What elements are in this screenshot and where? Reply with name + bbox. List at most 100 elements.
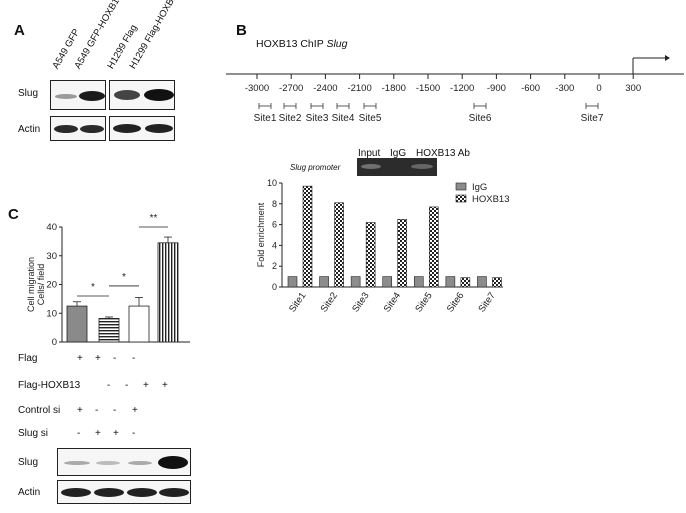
chip-y-tick-label: 0	[272, 282, 277, 292]
mig-y-axis-label-2: Cells/ field	[36, 264, 46, 306]
chip-bar-hoxb13	[397, 219, 408, 288]
map-tick-label: -2400	[313, 83, 337, 94]
legend-label-hoxb13: HOXB13	[472, 194, 510, 205]
chip-bar-igg	[319, 276, 329, 288]
condition-sign: +	[95, 428, 101, 439]
condition-sign: +	[132, 405, 138, 416]
condition-sign: -	[77, 428, 81, 439]
gel-lane-hoxb13: HOXB13 Ab	[416, 148, 470, 159]
map-tick-label: -2700	[279, 83, 303, 94]
condition-label: Flag-HOXB13	[18, 380, 81, 391]
mig-y-tick-label: 40	[46, 222, 57, 233]
condition-sign: -	[113, 353, 117, 364]
map-tick-label: -2100	[347, 83, 371, 94]
chip-bar-igg	[350, 276, 361, 288]
panel-b-title-prefix: HOXB13 ChIP	[256, 38, 327, 50]
mig-y-tick-label: 30	[46, 251, 57, 262]
blot-a-slug-left	[50, 80, 106, 110]
significance-star: *	[91, 282, 95, 293]
map-tick-label: -300	[555, 83, 574, 94]
promoter-map: -3000 -2700 -2400 -2100 -1800 -1500 -1200 -900-…	[226, 55, 684, 124]
chip-y-axis-label: Fold enrichment	[256, 202, 266, 267]
condition-sign: -	[125, 380, 129, 391]
chip-bar-hoxb13	[492, 277, 502, 288]
condition-sign: -	[113, 405, 117, 416]
mig-bar	[157, 242, 179, 343]
blot-a-actin-left	[50, 116, 106, 141]
condition-sign: +	[95, 353, 101, 364]
map-tick-label: -600	[521, 83, 540, 94]
condition-sign: -	[132, 428, 136, 439]
chip-bar-hoxb13	[334, 202, 344, 288]
chip-y-tick-label: 10	[267, 178, 277, 188]
blot-c-row-slug: Slug	[18, 457, 39, 468]
map-tick-label: -1800	[382, 83, 406, 94]
panel-b-title-gene: Slug	[326, 38, 348, 50]
chip-y-tick-label: 2	[272, 261, 277, 271]
panel-b-title: HOXB13 ChIP Slug	[256, 38, 347, 50]
gel-lane-igg: IgG	[390, 148, 407, 159]
chip-bar-igg	[413, 276, 424, 288]
condition-label: Flag	[18, 353, 38, 364]
site-label: Site6	[469, 113, 492, 124]
chip-bar-hoxb13	[365, 222, 376, 288]
significance-star: **	[150, 213, 158, 224]
map-tick-label: 0	[596, 83, 601, 94]
site-label: Site1	[254, 113, 277, 124]
site-label: Site3	[306, 113, 329, 124]
condition-label: Control si	[18, 405, 61, 416]
condition-sign: +	[143, 380, 149, 391]
condition-sign: +	[162, 380, 168, 391]
condition-sign: -	[132, 353, 136, 364]
condition-sign: +	[77, 405, 83, 416]
chip-bar-hoxb13	[302, 185, 313, 288]
gel-lane-input: Input	[358, 148, 381, 159]
mig-bar	[128, 305, 150, 343]
site-label: Site7	[581, 113, 604, 124]
chip-y-tick-label: 8	[272, 199, 277, 209]
mig-y-tick-label: 0	[52, 337, 57, 348]
map-tick-label: -900	[487, 83, 506, 94]
legend-swatch-hoxb13	[455, 194, 467, 203]
map-tick-label: -1200	[450, 83, 474, 94]
blot-a-row-actin: Actin	[18, 124, 41, 135]
site-label: Site5	[359, 113, 382, 124]
blot-c-slug	[57, 448, 191, 476]
chip-bar-hoxb13	[428, 206, 439, 288]
condition-label: Slug si	[18, 428, 49, 439]
legend-label-igg: IgG	[472, 182, 487, 193]
condition-sign: +	[77, 353, 83, 364]
map-tick-label: -1500	[416, 83, 440, 94]
site-label: Site4	[332, 113, 355, 124]
blot-a-row-slug: Slug	[18, 88, 39, 99]
condition-sign: -	[95, 405, 99, 416]
gel-caption: Slug promoter	[290, 163, 341, 172]
site-label: Site2	[279, 113, 302, 124]
blot-a-slug-right	[109, 80, 175, 110]
map-tick-label: -3000	[245, 83, 269, 94]
chip-bar-hoxb13	[460, 277, 471, 288]
legend-swatch-igg	[455, 182, 467, 191]
chip-y-tick-label: 4	[272, 240, 277, 250]
blot-a-actin-right	[109, 116, 175, 141]
chip-bar-igg	[382, 276, 393, 288]
chip-y-tick-label: 6	[272, 220, 277, 230]
chip-bar-igg	[287, 276, 298, 288]
mig-bar	[66, 305, 88, 343]
mig-bar	[98, 318, 120, 343]
condition-sign: +	[113, 428, 119, 439]
panel-b-letter: B	[236, 22, 247, 39]
mig-y-tick-label: 20	[46, 280, 57, 291]
chip-gel	[357, 158, 437, 176]
map-tick-label: 300	[625, 83, 641, 94]
panel-a-letter: A	[14, 22, 25, 39]
condition-sign: -	[107, 380, 111, 391]
chip-bar-igg	[477, 276, 487, 288]
significance-star: *	[122, 272, 126, 283]
blot-c-actin	[57, 480, 191, 504]
panel-c-letter: C	[8, 206, 19, 223]
mig-y-tick-label: 10	[46, 308, 57, 319]
mig-y-axis-label-1: Cell migration	[26, 257, 36, 312]
